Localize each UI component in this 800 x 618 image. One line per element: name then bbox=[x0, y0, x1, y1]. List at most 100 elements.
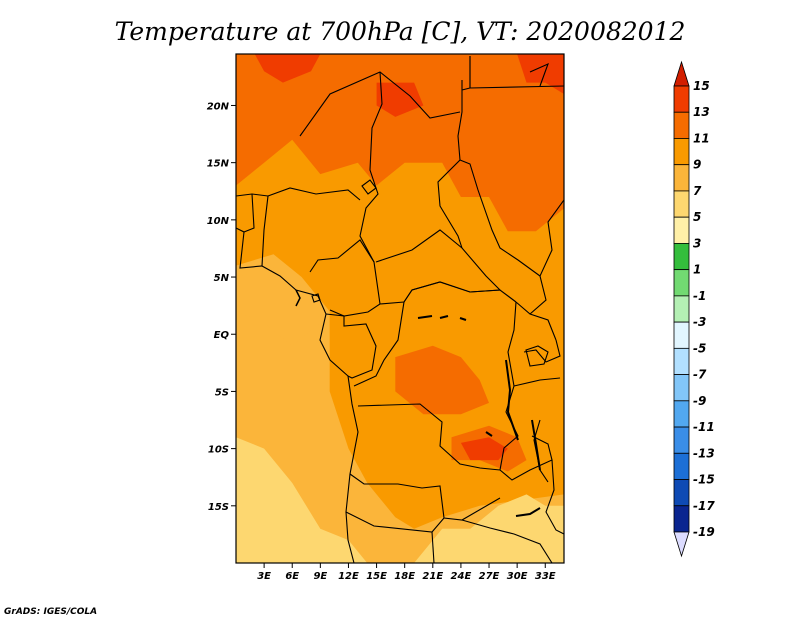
colorbar-swatch bbox=[673, 426, 690, 454]
colorbar: 15 13 11 9 7 5 3 1 -1 -3 -5 -7 -9 -11 -13 -15 -17 -19 bbox=[673, 60, 715, 558]
colorbar-label: 13 bbox=[693, 105, 710, 119]
colorbar-label: 5 bbox=[693, 210, 701, 224]
colorbar-swatch bbox=[673, 505, 690, 533]
field-region-congo-11 bbox=[395, 345, 489, 415]
border-namibia bbox=[345, 511, 445, 533]
lat-tick-label: 15S bbox=[208, 502, 229, 513]
field-region-coast-7 bbox=[236, 265, 321, 346]
colorbar-swatch bbox=[673, 138, 690, 166]
colorbar-swatch bbox=[673, 164, 690, 192]
lon-tick-label: 21E bbox=[422, 571, 443, 582]
lon-tick-label: 30E bbox=[507, 571, 528, 582]
colorbar-swatch bbox=[673, 269, 690, 297]
lake-chad bbox=[361, 179, 377, 195]
lake-tanganyika bbox=[505, 359, 519, 441]
colorbar-label: -11 bbox=[693, 420, 715, 434]
colorbar-label: 3 bbox=[693, 236, 701, 250]
colorbar-swatch bbox=[673, 452, 690, 480]
border-mozambique bbox=[545, 459, 564, 535]
border-libya-niger bbox=[299, 71, 461, 137]
lon-tick-label: 27E bbox=[479, 571, 500, 582]
border-kenya bbox=[523, 339, 561, 363]
border-drc-south bbox=[357, 403, 501, 471]
grads-credit: GrADS: IGES/COLA bbox=[4, 607, 97, 617]
lon-tick-label: 3E bbox=[257, 571, 271, 582]
colorbar-label: -5 bbox=[693, 341, 706, 355]
colorbar-swatch bbox=[673, 216, 690, 244]
lat-tick-label: 10N bbox=[207, 216, 230, 227]
colorbar-swatch bbox=[673, 374, 690, 402]
lat-tick-label: 10S bbox=[208, 445, 229, 456]
colorbar-label: -7 bbox=[693, 368, 707, 382]
colorbar-top-arrow bbox=[673, 60, 690, 87]
colorbar-swatch bbox=[673, 321, 690, 349]
colorbar-swatch bbox=[673, 243, 690, 271]
map-frame bbox=[235, 53, 565, 564]
border-ethiopia bbox=[529, 199, 564, 315]
colorbar-swatch bbox=[673, 347, 690, 375]
colorbar-swatch bbox=[673, 85, 690, 113]
colorbar-swatch bbox=[673, 479, 690, 507]
field-region-north-13-east bbox=[517, 54, 564, 94]
red-sea-coast bbox=[529, 62, 549, 87]
colorbar-label: -15 bbox=[693, 473, 715, 487]
colorbar-label: 7 bbox=[693, 184, 702, 198]
field-region-south-5 bbox=[236, 437, 368, 563]
lake-kariba bbox=[515, 507, 541, 517]
lat-tick-label: 15N bbox=[207, 159, 230, 170]
border-sudan-west bbox=[437, 80, 463, 249]
border-drc-north bbox=[403, 281, 517, 303]
colorbar-swatch bbox=[673, 295, 690, 323]
border-zimbabwe bbox=[461, 519, 553, 563]
congo-river-marks bbox=[417, 315, 467, 321]
field-region-north-11 bbox=[236, 54, 564, 232]
border-uganda bbox=[515, 301, 557, 341]
lake-victoria bbox=[525, 345, 549, 367]
border-chad-sudan-east bbox=[459, 159, 541, 277]
border-nigeria-niger bbox=[267, 187, 361, 201]
border-angola bbox=[349, 473, 501, 521]
border-cameroon bbox=[309, 239, 381, 317]
country-borders bbox=[236, 56, 564, 563]
field-region-south-east-5 bbox=[414, 494, 564, 563]
border-gabon-congo bbox=[325, 313, 377, 379]
colorbar-label: -9 bbox=[693, 394, 706, 408]
colorbar-label: -17 bbox=[693, 499, 715, 513]
field-region-north-13-west bbox=[254, 54, 321, 83]
colorbar-label: -19 bbox=[693, 525, 715, 539]
border-benin bbox=[243, 193, 255, 233]
lat-tick-label: EQ bbox=[214, 330, 230, 341]
lon-tick-label: 6E bbox=[285, 571, 299, 582]
border-south bbox=[431, 531, 435, 563]
lat-tick-label: 5N bbox=[214, 273, 230, 284]
field-region-zambia-13 bbox=[460, 437, 508, 461]
colorbar-label: 1 bbox=[693, 263, 701, 277]
lat-tick-label: 20N bbox=[207, 101, 230, 112]
border-sudan-east bbox=[469, 85, 564, 89]
colorbar-label: -3 bbox=[693, 315, 706, 329]
border-chad-niger bbox=[359, 71, 383, 263]
colorbar-label: -13 bbox=[693, 446, 715, 460]
colorbar-label: 11 bbox=[693, 131, 710, 145]
lake-volta bbox=[295, 289, 301, 307]
longitude-axis: 3E 6E 9E 12E 15E 18E 21E 24E 27E 30E 33E bbox=[257, 563, 556, 582]
lon-tick-label: 9E bbox=[313, 571, 327, 582]
border-drc-west bbox=[353, 301, 405, 387]
border-tanzania bbox=[513, 377, 561, 387]
lon-tick-label: 18E bbox=[394, 571, 415, 582]
colorbar-bottom-arrow bbox=[673, 531, 690, 558]
colorbar-label: 15 bbox=[693, 79, 710, 93]
map-area: 3E 6E 9E 12E 15E 18E 21E 24E 27E 30E 33E 20N 15N 10N… bbox=[207, 53, 565, 582]
colorbar-swatch bbox=[673, 111, 690, 139]
lon-tick-label: 12E bbox=[338, 571, 359, 582]
lon-tick-label: 15E bbox=[366, 571, 387, 582]
border-zambia bbox=[499, 435, 553, 481]
colorbar-label: -1 bbox=[693, 289, 706, 303]
colorbar-swatch bbox=[673, 190, 690, 218]
lon-tick-label: 24E bbox=[451, 571, 472, 582]
lat-tick-label: 5S bbox=[215, 387, 229, 398]
temperature-field bbox=[236, 54, 564, 563]
lake-malawi bbox=[531, 419, 541, 471]
latitude-axis: 20N 15N 10N 5N EQ 5S 10S 15S bbox=[207, 101, 236, 513]
